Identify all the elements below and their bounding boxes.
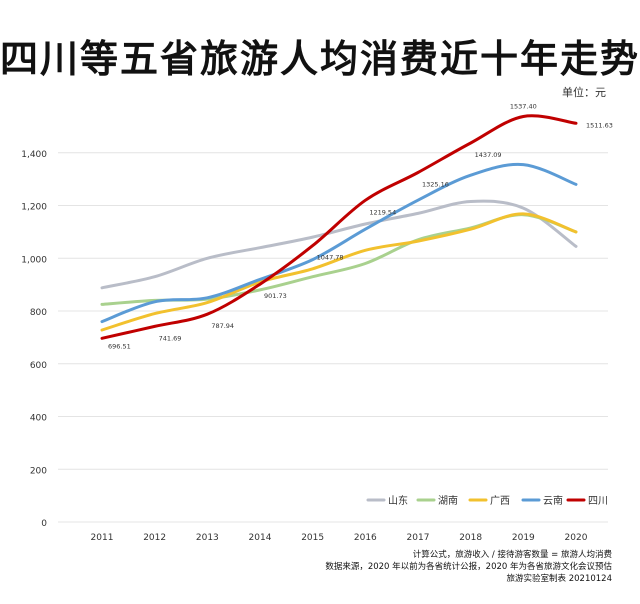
x-tick-label: 2020 [565,533,588,543]
unit-label: 单位：元 [562,86,606,99]
x-tick-label: 2019 [512,533,535,543]
x-tick-label: 2012 [143,533,166,543]
legend-label-山东: 山东 [388,494,408,507]
y-tick-label: 800 [30,308,47,318]
y-tick-label: 400 [30,414,47,424]
data-label: 1325.16 [422,180,449,188]
legend-label-四川: 四川 [588,496,608,507]
y-tick-label: 1,000 [21,255,47,265]
y-tick-label: 1,400 [21,150,47,160]
y-tick-label: 0 [41,519,47,529]
source-note: 数据来源，2020 年以前为各省统计公报，2020 年为各省旅游文化会议预估 [325,562,612,572]
data-label: 1047.78 [317,254,344,262]
x-axis-ticks: 2011 2012 2013 2014 2015 2016 2017 2018 2019 2020 [91,533,588,543]
x-tick-label: 2014 [249,533,272,543]
data-labels: 696.51 741.69 787.94 901.73 1047.78 1219.54 13… [108,103,613,351]
x-tick-label: 2017 [407,533,430,543]
data-label: 1537.40 [510,103,537,111]
legend-label-湖南: 湖南 [438,494,458,507]
legend-label-云南: 云南 [543,494,563,507]
data-label: 696.51 [108,342,131,350]
y-axis-ticks: 0 200 400 600 800 1,000 1,200 1,400 [21,150,47,529]
series-line-云南 [100,162,578,324]
series-line-四川 [100,114,578,340]
series-line-山东 [100,199,578,290]
legend-label-广西: 广西 [490,495,510,507]
x-tick-label: 2018 [459,533,482,543]
credit-note: 旅游实验室制表 20210124 [506,574,612,584]
series-line-广西 [100,212,578,332]
legend: 山东 湖南 广西 云南 四川 [366,494,608,507]
x-tick-label: 2013 [196,533,219,543]
x-tick-label: 2016 [354,533,377,543]
series-lines [100,114,578,340]
chart-title: 四川等五省旅游人均消费近十年走势 [0,36,640,81]
footer-notes: 计算公式，旅游收入 / 接待游客数量 = 旅游人均消费 数据来源，2020 年以… [325,549,612,585]
y-tick-label: 200 [30,466,47,476]
data-label: 1511.63 [586,121,613,129]
data-label: 901.73 [264,292,287,300]
y-tick-label: 1,200 [21,203,47,213]
data-label: 741.69 [159,334,182,342]
y-tick-label: 600 [30,361,47,371]
x-tick-label: 2011 [91,533,114,543]
data-label: 787.94 [211,322,234,330]
grid-lines [58,152,608,523]
formula-note: 计算公式，旅游收入 / 接待游客数量 = 旅游人均消费 [412,550,612,560]
data-label: 1219.54 [369,208,396,216]
data-label: 1437.09 [475,151,502,159]
x-tick-label: 2015 [301,533,324,543]
